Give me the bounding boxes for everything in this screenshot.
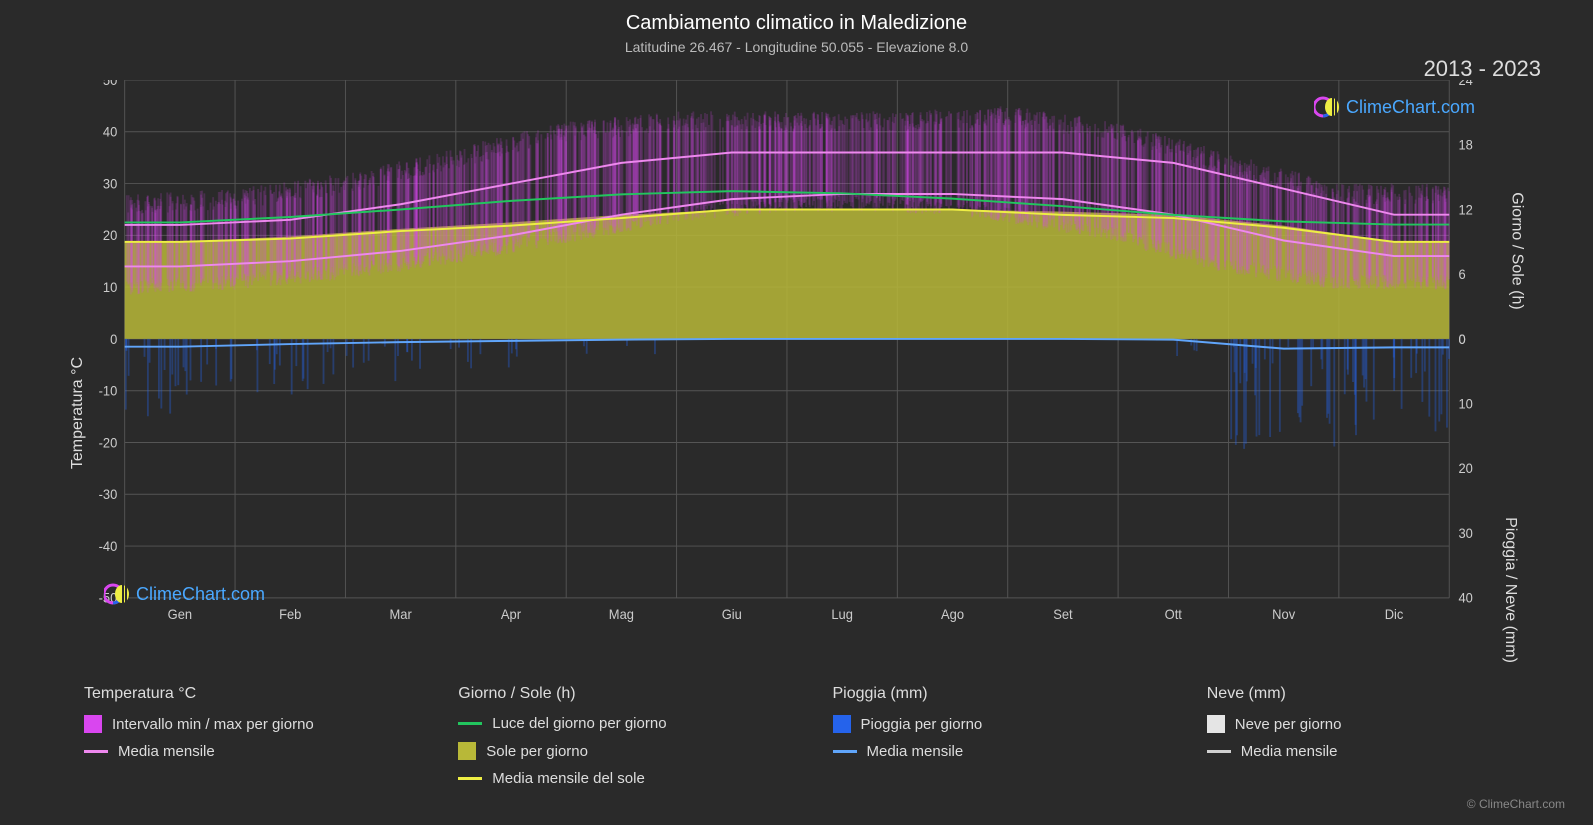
swatch-line-icon: [458, 777, 482, 780]
logo-icon: [1314, 94, 1340, 120]
svg-text:Feb: Feb: [279, 607, 301, 622]
svg-text:-30: -30: [99, 487, 118, 502]
year-range: 2013 - 2023: [1424, 56, 1541, 82]
svg-text:Gen: Gen: [168, 607, 192, 622]
svg-text:20: 20: [1458, 461, 1472, 476]
svg-text:24: 24: [1458, 80, 1472, 88]
plot-area: -50-40-30-20-100102030405006121824010203…: [84, 80, 1501, 627]
y-axis-right-bottom-label: Pioggia / Neve (mm): [1501, 518, 1519, 664]
svg-text:40: 40: [1458, 590, 1472, 605]
legend-item: Media mensile: [84, 743, 378, 760]
legend-header: Temperatura °C: [84, 685, 378, 703]
legend-label: Intervallo min / max per giorno: [112, 716, 314, 733]
y-axis-right-top-label: Giorno / Sole (h): [1507, 192, 1525, 309]
svg-text:Lug: Lug: [831, 607, 853, 622]
watermark-text: ClimeChart.com: [136, 584, 265, 605]
climate-chart: Cambiamento climatico in Maledizione Lat…: [8, 8, 1585, 817]
swatch-line-icon: [84, 750, 108, 753]
legend-label: Neve per giorno: [1235, 716, 1342, 733]
svg-text:0: 0: [110, 331, 117, 346]
svg-text:Dic: Dic: [1385, 607, 1404, 622]
legend: Temperatura °C Intervallo min / max per …: [84, 685, 1501, 797]
logo-icon: [104, 581, 130, 607]
legend-item: Sole per giorno: [458, 742, 752, 760]
legend-item: Media mensile del sole: [458, 770, 752, 787]
legend-item: Media mensile: [833, 743, 1127, 760]
legend-daysun: Giorno / Sole (h) Luce del giorno per gi…: [458, 685, 752, 797]
svg-text:50: 50: [103, 80, 117, 88]
legend-label: Media mensile: [1241, 743, 1338, 760]
svg-text:20: 20: [103, 228, 117, 243]
watermark-bottom: ClimeChart.com: [104, 581, 265, 607]
svg-text:30: 30: [1458, 526, 1472, 541]
svg-text:Mar: Mar: [389, 607, 412, 622]
swatch-line-icon: [1207, 750, 1231, 753]
legend-snow: Neve (mm) Neve per giorno Media mensile: [1207, 685, 1501, 797]
legend-item: Pioggia per giorno: [833, 715, 1127, 733]
legend-label: Media mensile: [118, 743, 215, 760]
legend-item: Luce del giorno per giorno: [458, 715, 752, 732]
swatch-line-icon: [833, 750, 857, 753]
legend-item: Media mensile: [1207, 743, 1501, 760]
svg-text:18: 18: [1458, 137, 1472, 152]
svg-text:Set: Set: [1053, 607, 1073, 622]
swatch-icon: [1207, 715, 1225, 733]
svg-text:Ago: Ago: [941, 607, 964, 622]
svg-text:Giu: Giu: [722, 607, 742, 622]
plot-svg: -50-40-30-20-100102030405006121824010203…: [84, 80, 1501, 627]
svg-text:30: 30: [103, 176, 117, 191]
svg-text:0: 0: [1458, 331, 1465, 346]
legend-item: Neve per giorno: [1207, 715, 1501, 733]
svg-text:Apr: Apr: [501, 607, 522, 622]
watermark-text: ClimeChart.com: [1346, 97, 1475, 118]
swatch-icon: [458, 742, 476, 760]
legend-item: Intervallo min / max per giorno: [84, 715, 378, 733]
svg-text:Ott: Ott: [1165, 607, 1183, 622]
chart-title: Cambiamento climatico in Maledizione: [8, 12, 1585, 35]
svg-text:Nov: Nov: [1272, 607, 1295, 622]
legend-label: Media mensile del sole: [492, 770, 645, 787]
swatch-line-icon: [458, 722, 482, 725]
legend-label: Media mensile: [867, 743, 964, 760]
svg-text:10: 10: [103, 280, 117, 295]
copyright: © ClimeChart.com: [1467, 797, 1565, 811]
swatch-icon: [84, 715, 102, 733]
svg-text:-40: -40: [99, 539, 118, 554]
chart-subtitle: Latitudine 26.467 - Longitudine 50.055 -…: [8, 39, 1585, 55]
svg-text:-20: -20: [99, 435, 118, 450]
swatch-icon: [833, 715, 851, 733]
svg-text:6: 6: [1458, 267, 1465, 282]
legend-label: Pioggia per giorno: [861, 716, 983, 733]
legend-label: Sole per giorno: [486, 743, 588, 760]
legend-header: Giorno / Sole (h): [458, 685, 752, 703]
svg-text:Mag: Mag: [609, 607, 634, 622]
legend-header: Neve (mm): [1207, 685, 1501, 703]
svg-text:-10: -10: [99, 383, 118, 398]
legend-header: Pioggia (mm): [833, 685, 1127, 703]
svg-text:40: 40: [103, 124, 117, 139]
watermark-top: ClimeChart.com: [1314, 94, 1475, 120]
svg-text:12: 12: [1458, 202, 1472, 217]
legend-rain: Pioggia (mm) Pioggia per giorno Media me…: [833, 685, 1127, 797]
legend-temp: Temperatura °C Intervallo min / max per …: [84, 685, 378, 797]
svg-text:10: 10: [1458, 396, 1472, 411]
legend-label: Luce del giorno per giorno: [492, 715, 666, 732]
